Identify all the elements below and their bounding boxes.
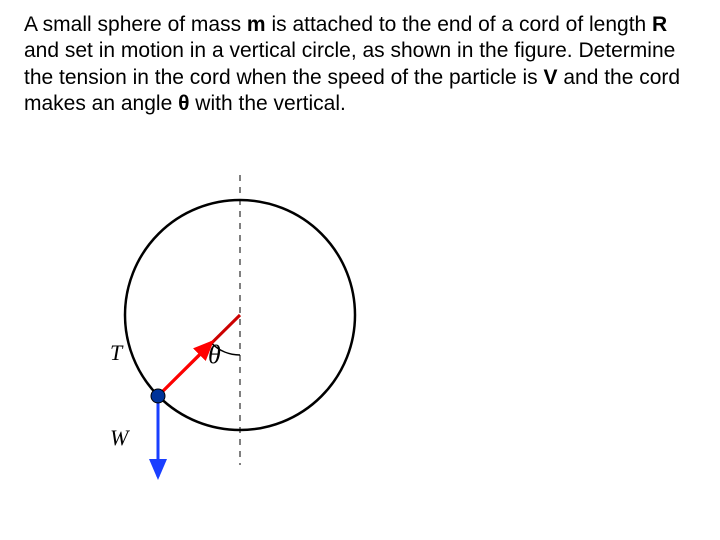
var-theta: θ (178, 92, 189, 115)
text-part-0: A small sphere of mass (24, 13, 247, 36)
tension-label: T (110, 340, 122, 366)
physics-diagram: θ T W (50, 175, 390, 515)
text-part-4: with the vertical. (189, 92, 345, 115)
problem-statement: A small sphere of mass m is attached to … (24, 12, 696, 117)
var-R: R (652, 13, 667, 36)
weight-label: W (110, 425, 128, 451)
var-m: m (247, 13, 266, 36)
tension-symbol: T (110, 340, 122, 365)
text-part-1: is attached to the end of a cord of leng… (266, 13, 652, 36)
particle-dot (151, 389, 165, 403)
tension-vector (158, 342, 212, 396)
var-V: V (544, 66, 558, 89)
weight-symbol: W (110, 425, 128, 450)
diagram-svg: θ (50, 175, 390, 515)
